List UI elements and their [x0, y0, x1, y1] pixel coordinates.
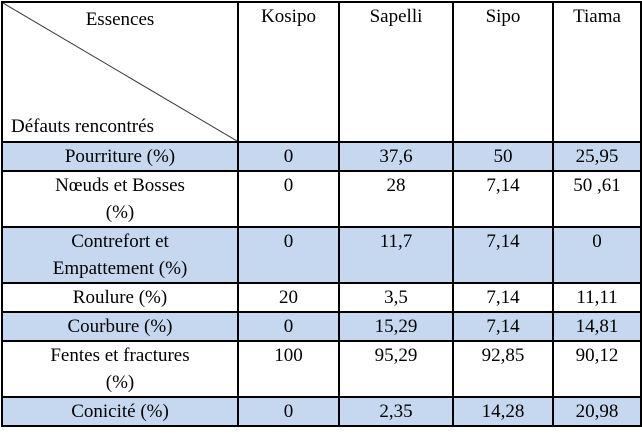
- row-label-cell: Contrefort et Empattement (%): [1, 226, 239, 284]
- row-label: Contrefort et: [71, 231, 169, 252]
- cell-value: 0: [237, 170, 340, 228]
- row-label-cell: Fentes et fractures (%): [1, 340, 239, 398]
- row-label: Conicité (%): [71, 401, 169, 422]
- diagonal-divider-line: [3, 3, 237, 141]
- cell-value: 0: [237, 396, 340, 427]
- row-label: Courbure (%): [67, 316, 173, 337]
- cell-value: 7,14: [452, 311, 554, 342]
- cell-value: 92,85: [452, 340, 554, 398]
- cell-value: 15,29: [338, 311, 454, 342]
- corner-bottom-label: Défauts rencontrés: [11, 116, 154, 137]
- cell-value: 95,29: [338, 340, 454, 398]
- table-row-pourriture: Pourriture (%) 0 37,6 50 25,95: [1, 141, 642, 172]
- cell-value: 100: [237, 340, 340, 398]
- cell-value: 2,35: [338, 396, 454, 427]
- defects-by-species-table: Essences Défauts rencontrés Kosipo Sapel…: [1, 1, 642, 427]
- header-row: Essences Défauts rencontrés Kosipo Sapel…: [1, 1, 642, 143]
- row-label: Fentes et fractures: [50, 345, 190, 366]
- table-row-noeuds-et-bosses: Nœuds et Bosses (%) 0 28 7,14 50 ,61: [1, 170, 642, 228]
- cell-value: 14,81: [552, 311, 642, 342]
- table-row-conicite: Conicité (%) 0 2,35 14,28 20,98: [1, 396, 642, 427]
- cell-value: 25,95: [552, 141, 642, 172]
- row-label-line2: (%): [105, 372, 135, 393]
- cell-value: 11,7: [338, 226, 454, 284]
- table-row-courbure: Courbure (%) 0 15,29 7,14 14,81: [1, 311, 642, 342]
- row-label-cell: Nœuds et Bosses (%): [1, 170, 239, 228]
- table-row-fentes-fractures: Fentes et fractures (%) 100 95,29 92,85 …: [1, 340, 642, 398]
- row-label-cell: Pourriture (%): [1, 141, 239, 172]
- cell-value: 50: [452, 141, 554, 172]
- row-label-cell: Conicité (%): [1, 396, 239, 427]
- cell-value: 11,11: [552, 282, 642, 313]
- cell-value: 7,14: [452, 170, 554, 228]
- table-row-contrefort-empattement: Contrefort et Empattement (%) 0 11,7 7,1…: [1, 226, 642, 284]
- column-header-tiama: Tiama: [552, 1, 642, 143]
- row-label-line2: Empattement (%): [52, 258, 188, 279]
- corner-header-cell: Essences Défauts rencontrés: [1, 1, 239, 143]
- column-header-sapelli: Sapelli: [338, 1, 454, 143]
- row-label: Pourriture (%): [64, 146, 176, 167]
- cell-value: 28: [338, 170, 454, 228]
- table-row-roulure: Roulure (%) 20 3,5 7,14 11,11: [1, 282, 642, 313]
- cell-value: 0: [237, 226, 340, 284]
- column-header-sipo: Sipo: [452, 1, 554, 143]
- row-label-cell: Roulure (%): [1, 282, 239, 313]
- cell-value: 0: [237, 311, 340, 342]
- row-label-cell: Courbure (%): [1, 311, 239, 342]
- cell-value: 7,14: [452, 226, 554, 284]
- row-label-line2: (%): [105, 202, 135, 223]
- corner-top-label: Essences: [85, 9, 155, 30]
- column-header-kosipo: Kosipo: [237, 1, 340, 143]
- cell-value: 14,28: [452, 396, 554, 427]
- cell-value: 7,14: [452, 282, 554, 313]
- cell-value: 0: [237, 141, 340, 172]
- cell-value: 50 ,61: [552, 170, 642, 228]
- cell-value: 0: [552, 226, 642, 284]
- cell-value: 37,6: [338, 141, 454, 172]
- row-label: Nœuds et Bosses: [55, 175, 185, 196]
- row-label: Roulure (%): [72, 287, 168, 308]
- cell-value: 20: [237, 282, 340, 313]
- cell-value: 90,12: [552, 340, 642, 398]
- cell-value: 3,5: [338, 282, 454, 313]
- cell-value: 20,98: [552, 396, 642, 427]
